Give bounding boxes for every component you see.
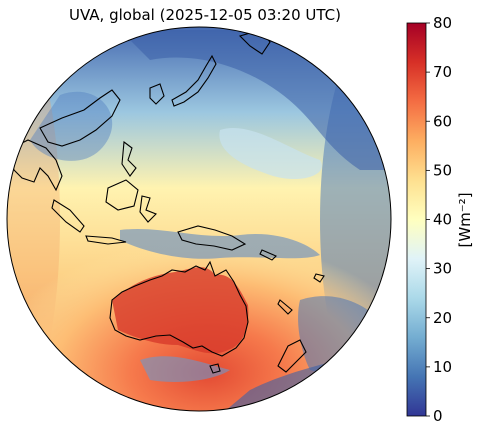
colorbar-tick-label: 30 bbox=[433, 260, 452, 278]
globe-map bbox=[6, 26, 392, 412]
java-coastline bbox=[85, 235, 127, 245]
sumatra-coastline bbox=[51, 199, 85, 233]
new-zealand-coastline bbox=[277, 339, 307, 373]
colorbar-unit-label: [Wm⁻²] bbox=[456, 192, 474, 247]
map-title: UVA, global (2025-12-05 03:20 UTC) bbox=[69, 6, 341, 24]
new-caledonia-coastline bbox=[277, 299, 293, 315]
japan-coastline bbox=[171, 54, 217, 107]
borneo-coastline bbox=[105, 179, 139, 211]
colorbar-tick-label: 60 bbox=[433, 112, 452, 130]
australia-coastline bbox=[109, 260, 249, 357]
colorbar-tick-label: 80 bbox=[433, 14, 452, 32]
china-coastline bbox=[39, 89, 121, 147]
colorbar-tick-label: 70 bbox=[433, 63, 452, 81]
colorbar-tick-label: 40 bbox=[433, 211, 452, 229]
tasmania-coastline bbox=[209, 363, 221, 374]
colorbar-tick-label: 20 bbox=[433, 309, 452, 327]
korea-coastline bbox=[149, 83, 165, 105]
colorbar-tick-label: 10 bbox=[433, 358, 452, 376]
uva-field bbox=[7, 27, 391, 411]
se-asia-coastline bbox=[7, 139, 63, 192]
globe-outline bbox=[6, 26, 392, 412]
new-guinea-coastline bbox=[177, 225, 247, 251]
colorbar-tick-label: 0 bbox=[433, 407, 443, 425]
colorbar-tick-label: 50 bbox=[433, 161, 452, 179]
colorbar-gradient bbox=[406, 22, 427, 417]
philippines-coastline bbox=[121, 140, 137, 177]
sulawesi-coastline bbox=[139, 195, 157, 223]
fiji-coastline bbox=[313, 273, 325, 283]
solomon-coastline bbox=[259, 249, 277, 261]
